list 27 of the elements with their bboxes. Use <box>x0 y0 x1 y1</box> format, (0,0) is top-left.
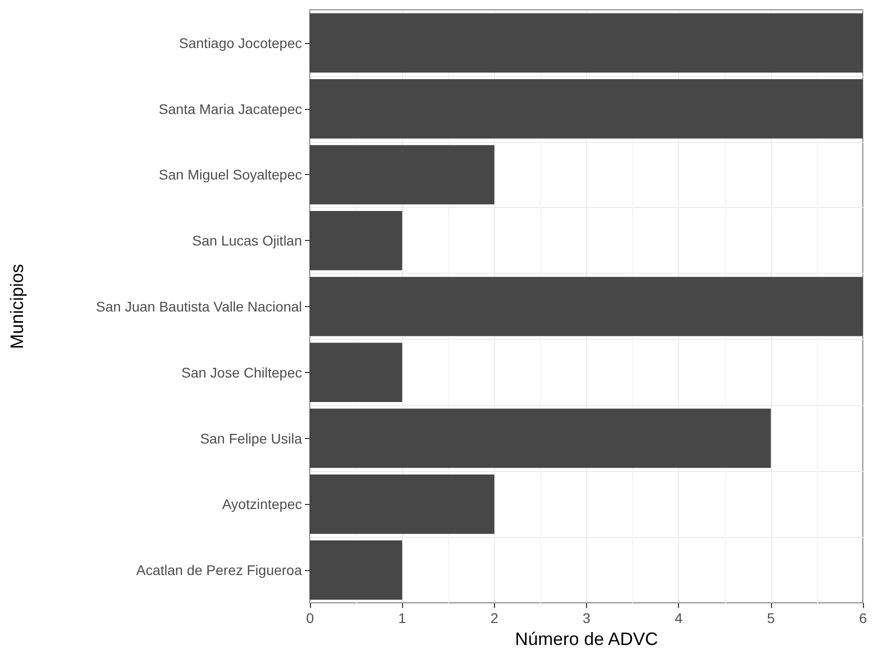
bar <box>310 474 494 534</box>
bar <box>310 342 402 402</box>
y-tick-label: San Miguel Soyaltepec <box>158 166 302 183</box>
x-tick-label: 4 <box>674 610 683 626</box>
x-tick-label: 0 <box>306 610 314 626</box>
x-tick-label: 1 <box>398 610 406 626</box>
bar <box>310 276 863 336</box>
y-tick-label: Ayotzintepec <box>222 496 302 512</box>
bar <box>310 408 771 468</box>
y-tick-label: San Felipe Usila <box>200 430 302 446</box>
x-tick-label: 3 <box>582 610 591 626</box>
y-tick-label: San Lucas Ojitlan <box>192 232 302 249</box>
bar <box>310 13 863 73</box>
y-tick-label: San Juan Bautista Valle Nacional <box>96 298 302 314</box>
x-tick-label: 2 <box>490 610 498 626</box>
x-tick-label: 6 <box>859 610 868 626</box>
x-tick-label: 5 <box>766 610 775 626</box>
bar <box>310 540 402 600</box>
bar <box>310 210 402 270</box>
y-tick-label: San Jose Chiltepec <box>181 364 302 380</box>
y-tick-label: Santa Maria Jacatepec <box>158 100 302 117</box>
y-axis-title: Municipios <box>7 264 27 350</box>
bar <box>310 79 863 138</box>
bar <box>310 145 494 204</box>
y-tick-label: Santiago Jocotepec <box>179 34 302 51</box>
y-tick-label: Acatlan de Perez Figueroa <box>136 562 302 578</box>
x-axis-title: Número de ADVC <box>514 628 658 649</box>
